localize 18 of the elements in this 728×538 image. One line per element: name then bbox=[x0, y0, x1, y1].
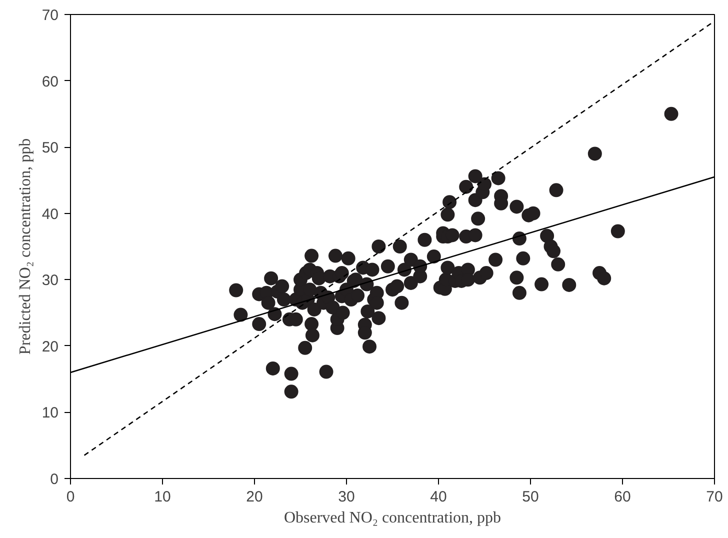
x-axis-title: Observed NO₂ concentration, ppb bbox=[284, 510, 502, 526]
x-tick-label: 10 bbox=[154, 488, 171, 506]
x-tick-label: 50 bbox=[522, 488, 539, 506]
x-tick-label: 60 bbox=[614, 488, 631, 506]
x-tick-label: 20 bbox=[246, 488, 263, 506]
y-tick-label: 50 bbox=[42, 140, 59, 157]
x-tick-label: 0 bbox=[66, 488, 75, 506]
y-tick-label: 0 bbox=[50, 471, 58, 488]
y-tick-label: 70 bbox=[42, 7, 59, 24]
y-tick-label: 60 bbox=[42, 73, 59, 90]
y-tick-label: 20 bbox=[42, 338, 59, 356]
x-tick-label: 40 bbox=[430, 488, 447, 506]
y-tick-label: 10 bbox=[42, 404, 59, 422]
x-tick-label: 30 bbox=[338, 488, 355, 506]
y-axis-title: Predicted NO₂ concentration, ppb bbox=[16, 138, 34, 355]
y-tick-label: 40 bbox=[42, 206, 59, 223]
x-tick-label: 70 bbox=[706, 488, 723, 506]
y-tick-label: 30 bbox=[42, 272, 59, 290]
